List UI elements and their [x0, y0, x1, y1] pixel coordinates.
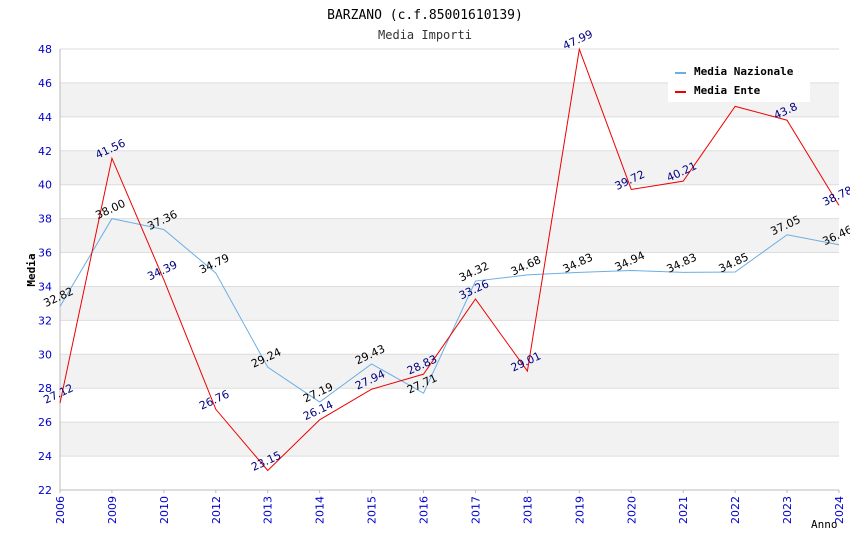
- y-tick-label: 28: [38, 382, 52, 395]
- band-28: [60, 354, 839, 389]
- y-tick-label: 48: [38, 43, 52, 56]
- x-tick-label: 2019: [573, 496, 586, 524]
- data-label-media-ente: 26.76: [197, 388, 231, 413]
- legend-label-media-ente: Media Ente: [694, 84, 761, 97]
- y-tick-label: 46: [38, 77, 52, 90]
- x-tick-label: 2024: [833, 496, 846, 524]
- y-tick-labels: 22 24 26 28 30 32 34 36 38 40 42 44 46 48: [38, 43, 52, 497]
- x-tick-label: 2010: [158, 496, 171, 524]
- band-32: [60, 286, 839, 321]
- x-tick-label: 2022: [729, 496, 742, 524]
- x-tick-label: 2012: [210, 496, 223, 524]
- y-tick-label: 38: [38, 213, 52, 226]
- band-24: [60, 422, 839, 457]
- y-tick-label: 26: [38, 416, 52, 429]
- x-tick-label: 2018: [521, 496, 534, 524]
- series-line-media-ente: [59, 47, 840, 472]
- x-tick-label: 2020: [625, 496, 638, 524]
- y-tick-label: 30: [38, 348, 52, 361]
- y-tick-label: 44: [38, 111, 52, 124]
- x-tick-label: 2014: [314, 496, 327, 524]
- x-tick-label: 2017: [469, 496, 482, 524]
- legend-box: [668, 60, 810, 102]
- chart-title: BARZANO (c.f.85001610139): [327, 8, 523, 23]
- y-tick-label: 32: [38, 314, 52, 327]
- band-40: [60, 150, 839, 185]
- data-label-media-ente: 38.78: [820, 184, 850, 209]
- x-tick-label: 2006: [54, 496, 67, 524]
- legend-label-media-nazionale: Media Nazionale: [694, 65, 794, 78]
- data-label-media-ente: 34.39: [145, 258, 179, 283]
- x-tick-label: 2013: [262, 496, 275, 524]
- chart-subtitle: Media Importi: [378, 28, 472, 42]
- y-tick-label: 24: [38, 450, 52, 463]
- y-tick-label: 36: [38, 247, 52, 260]
- y-tick-label: 40: [38, 179, 52, 192]
- y-tick-label: 34: [38, 280, 52, 293]
- y-tick-label: 22: [38, 484, 52, 497]
- data-label-media-nazionale: 34.79: [197, 251, 231, 276]
- series-lines: [59, 47, 840, 472]
- x-tick-label: 2009: [106, 496, 119, 524]
- axes: [59, 49, 840, 493]
- x-tick-label: 2023: [781, 496, 794, 524]
- x-tick-label: 2021: [677, 496, 690, 524]
- x-tick-label: 2016: [418, 496, 431, 524]
- x-axis-label: Anno: [811, 518, 838, 531]
- x-tick-label: 2015: [366, 496, 379, 524]
- y-axis-label: Media: [25, 253, 38, 286]
- y-tick-label: 42: [38, 145, 52, 158]
- band-36: [60, 218, 839, 253]
- legend: Media Nazionale Media Ente: [668, 60, 810, 102]
- x-tick-labels: 2006 2009 2010 2012 2013 2014 2015 2016 2017 2018…: [54, 496, 846, 524]
